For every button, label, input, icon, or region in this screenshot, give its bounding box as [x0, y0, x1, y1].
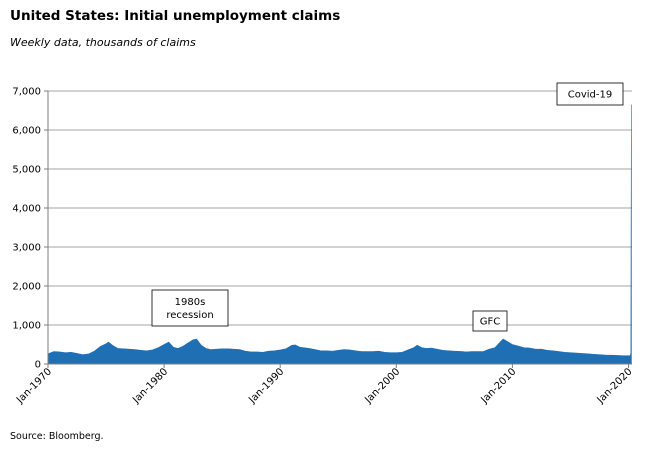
x-tick-label: Jan-2010: [479, 366, 519, 406]
annotation-label: recession: [166, 310, 213, 321]
series-area-group: [47, 104, 632, 365]
annotations: 1980s recession GFC Covid-19: [151, 82, 624, 332]
y-tick-label: 3,000: [12, 243, 41, 254]
annotation-label: Covid-19: [568, 90, 612, 101]
y-tick-label: 6,000: [12, 126, 41, 137]
series-area: [47, 104, 632, 365]
source-note: Source: Bloomberg.: [10, 431, 104, 442]
chart-subtitle: Weekly data, thousands of claims: [10, 36, 196, 49]
annotation-box: [472, 310, 508, 332]
x-tick-label: Jan-1970: [14, 366, 54, 406]
x-tick-label: Jan-1980: [130, 366, 170, 406]
y-tick-label: 7,000: [12, 87, 41, 98]
y-tick-label: 1,000: [12, 321, 41, 332]
annotation-box: [151, 289, 229, 327]
annotation-box: [556, 82, 624, 106]
chart-title: United States: Initial unemployment clai…: [10, 8, 341, 24]
x-tick-label: Jan-2020: [595, 366, 635, 406]
gridlines: [48, 90, 632, 326]
annotation-label: GFC: [480, 317, 501, 328]
y-tick-label: 4,000: [12, 204, 41, 215]
x-tick-label: Jan-2000: [362, 366, 402, 406]
annotation-label: 1980s: [175, 297, 206, 308]
y-tick-label: 5,000: [12, 165, 41, 176]
y-tick-labels: 0 1,000 2,000 3,000 4,000 5,000 6,000 7,000: [12, 87, 41, 371]
y-tick-label: 2,000: [12, 282, 41, 293]
x-tick-labels: Jan-1970 Jan-1980 Jan-1990 Jan-2000 Jan-2010…: [14, 366, 634, 406]
x-tick-label: Jan-1990: [246, 366, 286, 406]
axes: [44, 90, 632, 368]
y-tick-label: 0: [35, 360, 41, 371]
